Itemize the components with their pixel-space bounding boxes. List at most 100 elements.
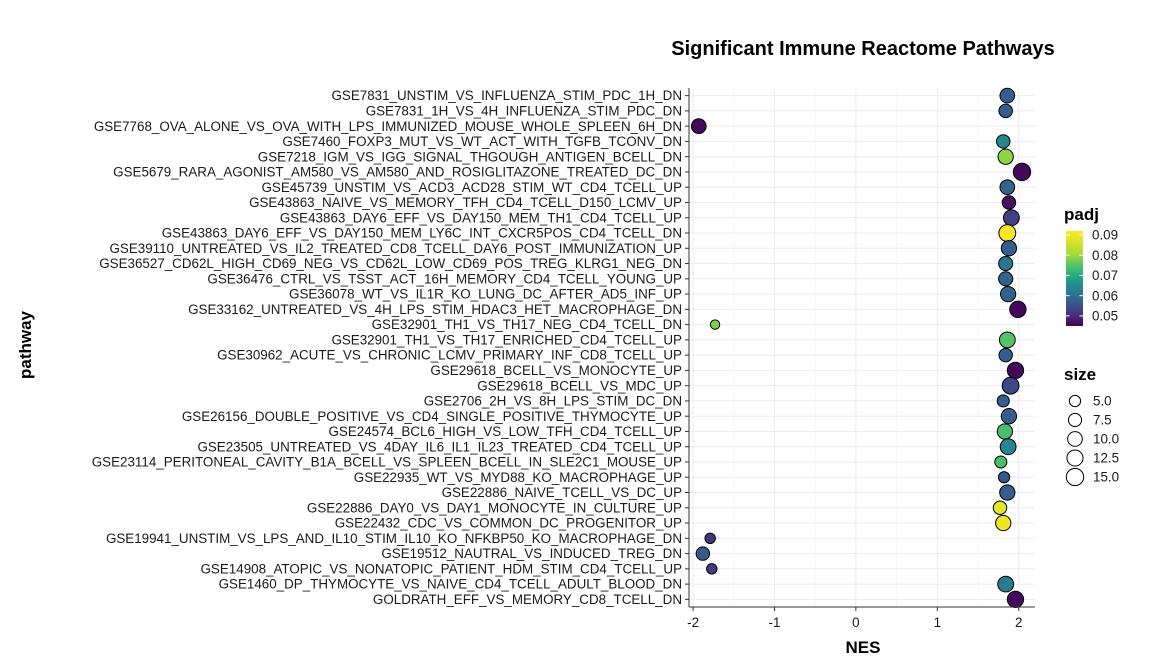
data-point <box>994 455 1008 469</box>
y-tick-label: GSE19512_NAUTRAL_VS_INDUCED_TREG_DN <box>381 546 682 561</box>
size-legend-label: 10.0 <box>1093 432 1119 447</box>
y-tick-label: GSE1460_DP_THYMOCYTE_VS_NAIVE_CD4_TCELL_… <box>219 577 682 592</box>
data-point <box>704 532 716 545</box>
x-tick-label: 1 <box>934 615 941 630</box>
y-tick-label: GSE30962_ACUTE_VS_CHRONIC_LCMV_PRIMARY_I… <box>217 348 682 363</box>
color-legend-ticks: 0.09 0.08 0.07 0.06 0.05 <box>1066 228 1118 323</box>
y-tick-label: GSE36078_WT_VS_IL1R_KO_LUNG_DC_AFTER_AD5… <box>289 287 682 302</box>
data-point <box>996 423 1014 440</box>
y-tick-label: GSE7218_IGM_VS_IGG_SIGNAL_THGOUGH_ANTIGE… <box>258 149 682 164</box>
data-point <box>995 514 1012 532</box>
y-tick-label: GOLDRATH_EFF_VS_MEMORY_CD8_TCELL_DN <box>373 592 682 607</box>
y-tick-label: GSE23114_PERITONEAL_CAVITY_B1A_BCELL_VS_… <box>92 455 682 470</box>
data-point <box>998 224 1017 242</box>
size-legend-label: 12.5 <box>1093 451 1119 466</box>
y-tick-label: GSE33162_UNTREATED_VS_4H_LPS_STIM_HDAC3_… <box>188 302 682 317</box>
data-point <box>999 87 1016 104</box>
y-tick-label: GSE7831_1H_VS_4H_INFLUENZA_STIM_PDC_DN <box>366 103 682 118</box>
y-tick-label: GSE24574_BCL6_HIGH_VS_LOW_TFH_CD4_TCELL_… <box>328 424 682 439</box>
data-point <box>998 271 1014 287</box>
size-legend-label: 5.0 <box>1093 394 1112 409</box>
x-tick-label: -1 <box>769 615 781 630</box>
y-tick-label: GSE22935_WT_VS_MYD88_KO_MACROPHAGE_UP <box>354 470 682 485</box>
y-tick-label: GSE26156_DOUBLE_POSITIVE_VS_CD4_SINGLE_P… <box>182 409 682 424</box>
y-tick-label: GSE14908_ATOPIC_VS_NONATOPIC_PATIENT_HDM… <box>201 561 683 576</box>
data-point <box>999 438 1017 456</box>
size-legend-key <box>1067 412 1083 428</box>
y-tick-label: GSE29618_BCELL_VS_MDC_UP <box>477 378 682 393</box>
data-point <box>690 118 707 135</box>
color-legend-label: 0.09 <box>1092 228 1118 243</box>
data-point <box>999 179 1016 196</box>
y-tick-label: GSE7460_FOXP3_MUT_VS_WT_ACT_WITH_TGFB_TC… <box>282 134 682 149</box>
data-point <box>1000 240 1018 257</box>
data-point <box>999 484 1016 501</box>
size-legend-label: 7.5 <box>1093 413 1112 428</box>
data-point <box>998 347 1013 363</box>
data-point <box>1002 209 1020 227</box>
y-tick-label: GSE36527_CD62L_HIGH_CD69_NEG_VS_CD62L_LO… <box>99 256 682 271</box>
color-legend-label: 0.06 <box>1092 288 1118 303</box>
size-legend-key <box>1067 431 1083 447</box>
size-legend: size 5.0 7.5 10.0 12.5 15.0 <box>1064 365 1119 487</box>
grid-major <box>689 88 1035 607</box>
y-tick-label: GSE23505_UNTREATED_VS_4DAY_IL6_IL1_IL23_… <box>197 439 682 454</box>
data-point <box>996 394 1010 408</box>
data-point <box>1006 361 1025 380</box>
y-tick-label: GSE22432_CDC_VS_COMMON_DC_PROGENITOR_UP <box>335 516 682 531</box>
x-axis-ticks: -2 -1 0 1 2 <box>687 607 1022 630</box>
y-axis-title: pathway <box>16 310 35 379</box>
y-tick-label: GSE43863_DAY6_EFF_VS_DAY150_MEM_LY6C_INT… <box>162 226 682 241</box>
data-point <box>998 255 1014 272</box>
y-tick-label: GSE29618_BCELL_VS_MONOCYTE_UP <box>430 363 682 378</box>
y-tick-label: GSE36476_CTRL_VS_TSST_ACT_16H_MEMORY_CD4… <box>207 271 682 286</box>
data-point <box>709 319 721 330</box>
plot-panel <box>689 87 1035 609</box>
y-tick-label: GSE19941_UNSTIM_VS_LPS_AND_IL10_STIM_IL1… <box>106 531 682 546</box>
y-tick-label: GSE32901_TH1_VS_TH17_NEG_CD4_TCELL_DN <box>372 317 682 332</box>
y-tick-label: GSE22886_NAIVE_TCELL_VS_DC_UP <box>442 485 682 500</box>
size-legend-key <box>1068 394 1082 408</box>
data-point <box>996 134 1011 149</box>
y-tick-label: GSE45739_UNSTIM_VS_ACD3_ACD28_STIM_WT_CD… <box>262 180 683 195</box>
color-legend-label: 0.08 <box>1092 248 1118 263</box>
x-axis-title: NES <box>846 638 881 657</box>
y-tick-label: GSE43863_DAY6_EFF_VS_DAY150_MEM_TH1_CD4_… <box>280 210 682 225</box>
grid-minor <box>733 88 979 607</box>
y-tick-label: GSE2706_2H_VS_8H_LPS_STIM_DC_DN <box>424 394 682 409</box>
data-point <box>1012 162 1032 182</box>
data-point <box>997 575 1015 593</box>
size-legend-title: size <box>1064 365 1096 384</box>
data-point <box>1006 590 1025 609</box>
data-points <box>690 87 1032 609</box>
color-legend-title: padj <box>1064 205 1099 224</box>
y-tick-label: GSE7831_UNSTIM_VS_INFLUENZA_STIM_PDC_1H_… <box>331 88 682 103</box>
color-legend-bar <box>1066 231 1083 326</box>
x-tick-label: -2 <box>687 615 699 630</box>
data-point <box>999 285 1017 303</box>
y-tick-label: GSE39110_UNTREATED_VS_IL2_TREATED_CD8_TC… <box>109 241 682 256</box>
y-axis-ticks: GSE7831_UNSTIM_VS_INFLUENZA_STIM_PDC_1H_… <box>92 88 689 607</box>
data-point <box>998 103 1013 119</box>
y-tick-label: GSE32901_TH1_VS_TH17_ENRICHED_CD4_TCELL_… <box>331 332 682 347</box>
color-legend-label: 0.05 <box>1092 308 1118 323</box>
data-point <box>997 148 1014 165</box>
size-legend-items: 5.0 7.5 10.0 12.5 15.0 <box>1065 394 1119 487</box>
size-legend-key <box>1066 449 1084 467</box>
x-tick-label: 0 <box>852 615 859 630</box>
x-tick-label: 2 <box>1015 615 1022 630</box>
size-legend-label: 15.0 <box>1093 470 1119 485</box>
chart-title: Significant Immune Reactome Pathways <box>671 38 1054 60</box>
y-tick-label: GSE5679_RARA_AGONIST_AM580_VS_AM580_AND_… <box>113 165 682 180</box>
data-point <box>1001 376 1020 395</box>
data-point <box>998 331 1016 349</box>
color-legend-label: 0.07 <box>1092 268 1118 283</box>
data-point <box>1001 195 1017 210</box>
size-legend-key <box>1065 467 1085 487</box>
y-tick-label: GSE43863_NAIVE_VS_MEMORY_TFH_CD4_TCELL_D… <box>249 195 682 210</box>
y-tick-label: GSE7768_OVA_ALONE_VS_OVA_WITH_LPS_IMMUNI… <box>94 119 682 134</box>
data-point <box>997 471 1011 484</box>
data-point <box>1009 300 1027 319</box>
data-point <box>706 563 718 575</box>
